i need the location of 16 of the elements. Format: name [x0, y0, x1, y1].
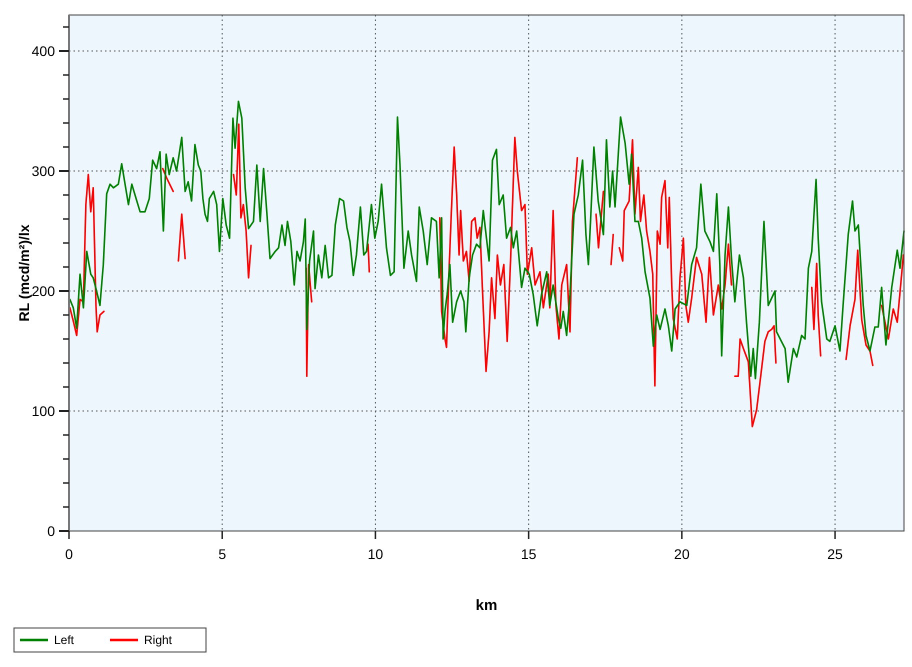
x-tick-label: 0 [65, 546, 74, 562]
y-tick-label: 200 [32, 282, 56, 299]
x-tick-label: 25 [827, 546, 844, 562]
x-tick-label: 5 [218, 546, 226, 562]
x-axis-title: km [476, 597, 498, 614]
y-tick-label: 400 [32, 42, 56, 59]
line-series [69, 100, 905, 383]
x-tick-label: 20 [674, 546, 690, 562]
x-tick-label: 15 [520, 546, 537, 562]
legend-label: Right [144, 633, 173, 648]
legend-label: Left [54, 633, 75, 648]
y-tick-label: 100 [32, 402, 56, 419]
x-tick-label: 10 [368, 546, 384, 562]
y-axis-title: RL (mcd/m²)/lx [16, 224, 32, 322]
y-tick-label: 300 [32, 162, 56, 179]
y-tick-label: 0 [47, 522, 56, 539]
